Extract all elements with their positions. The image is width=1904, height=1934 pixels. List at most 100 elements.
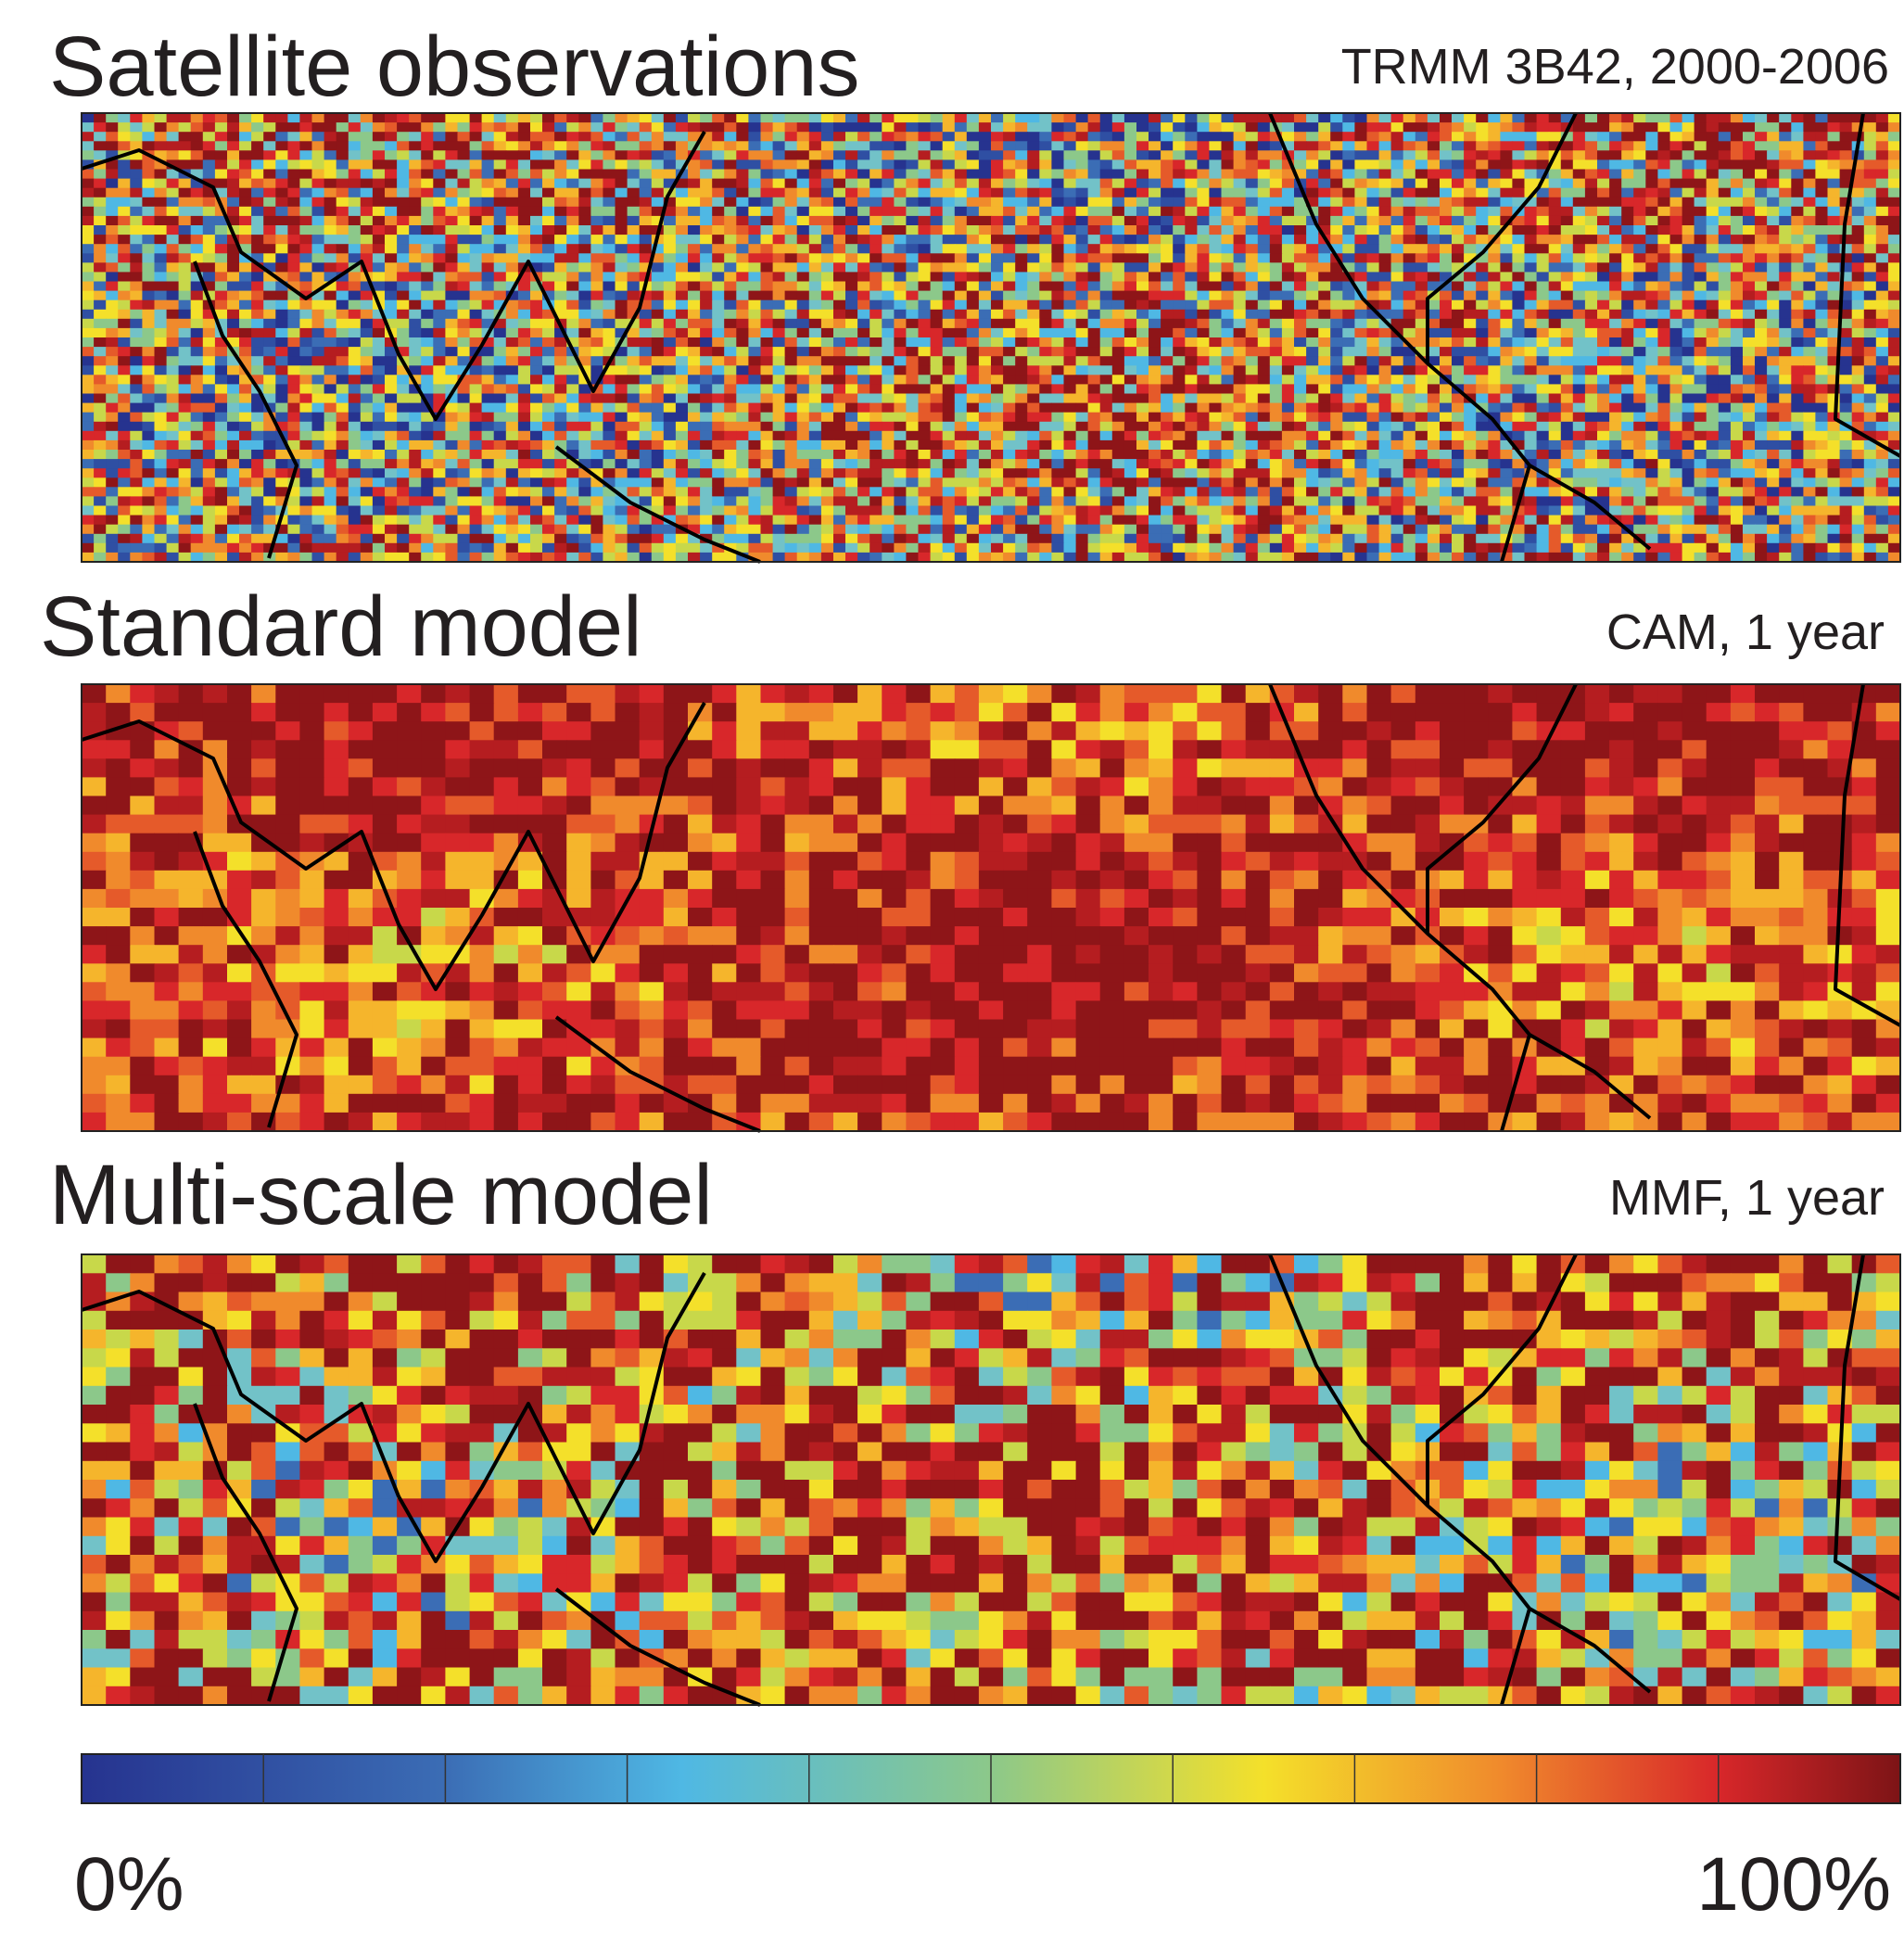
map-cell [1815,262,1828,273]
map-cell [1185,132,1198,142]
map-cell [191,216,204,226]
map-cell [1670,253,1683,263]
map-cell [1064,216,1077,226]
map-cell [833,235,846,245]
map-cell [882,291,895,301]
map-cell [1039,272,1052,282]
map-cell [1076,375,1089,385]
map-cell [1064,141,1077,151]
map-cell [203,253,216,263]
map-cell [761,328,774,338]
map-cell [1743,113,1756,123]
map-cell [1234,197,1247,208]
map-cell [1173,365,1186,375]
map-cell [275,384,288,394]
map-cell [433,197,446,208]
map-cell [1391,132,1404,142]
map-cell [1330,170,1343,180]
map-cell [652,319,665,329]
map-cell [1888,310,1901,320]
map-cell [676,216,689,226]
map-cell [797,282,810,292]
map-cell [155,207,168,217]
map-cell [1039,113,1052,123]
map-cell [530,122,543,133]
map-cell [736,394,749,404]
map-cell [263,282,276,292]
map-cell [640,179,653,189]
map-cell [736,159,749,170]
map-cell [542,272,555,282]
map-cell [1076,319,1089,329]
map-cell [1051,113,1064,123]
map-cell [482,159,495,170]
map-cell [1124,188,1137,198]
map-cell [361,170,374,180]
map-cell [1888,216,1901,226]
map-cell [1537,403,1550,414]
map-cell [312,170,325,180]
map-cell [1015,272,1028,282]
map-cell [1779,365,1792,375]
map-cell [1549,197,1562,208]
map-cell [1888,170,1901,180]
map-cell [1452,253,1465,263]
map-cell [603,113,616,123]
map-cell [1803,291,1816,301]
map-cell [1815,272,1828,282]
map-cell [797,328,810,338]
map-cell [1743,244,1756,254]
map-cell [1354,225,1367,235]
map-cell [1561,170,1574,180]
map-cell [1803,375,1816,385]
map-cell [1379,225,1392,235]
map-cell [470,179,483,189]
map-cell [385,170,398,180]
map-cell [1234,188,1247,198]
map-cell [967,384,980,394]
map-cell [155,132,168,142]
map-cell [955,413,968,423]
map-cell [785,403,798,414]
map-cell [1064,403,1077,414]
map-cell [287,328,300,338]
map-cell [797,337,810,348]
map-cell [215,291,228,301]
map-cell [1682,179,1695,189]
map-cell [919,347,932,357]
map-cell [518,216,531,226]
map-cell [1088,113,1101,123]
map-cell [179,122,192,133]
map-cell [118,272,131,282]
map-cell [1500,282,1513,292]
map-cell [1707,413,1720,423]
map-cell [299,300,312,311]
map-cell [1597,394,1610,404]
map-cell [482,235,495,245]
map-cell [518,310,531,320]
map-cell [1573,394,1586,404]
map-cell [991,300,1004,311]
map-cell [1657,113,1670,123]
map-cell [1573,188,1586,198]
map-cell [1585,197,1598,208]
map-cell [700,113,713,123]
map-cell [445,337,458,348]
map-cell [1173,300,1186,311]
map-cell [191,310,204,320]
map-cell [1051,375,1064,385]
map-cell [1464,375,1477,385]
map-cell [652,328,665,338]
map-cell [882,188,895,198]
map-cell [445,132,458,142]
map-cell [1161,365,1174,375]
map-cell [1197,150,1210,160]
map-cell [312,262,325,273]
map-cell [931,262,944,273]
map-cell [1609,132,1622,142]
map-cell [566,207,579,217]
map-cell [349,310,362,320]
map-cell [1719,291,1732,301]
map-cell [361,150,374,160]
map-cell [1076,113,1089,123]
